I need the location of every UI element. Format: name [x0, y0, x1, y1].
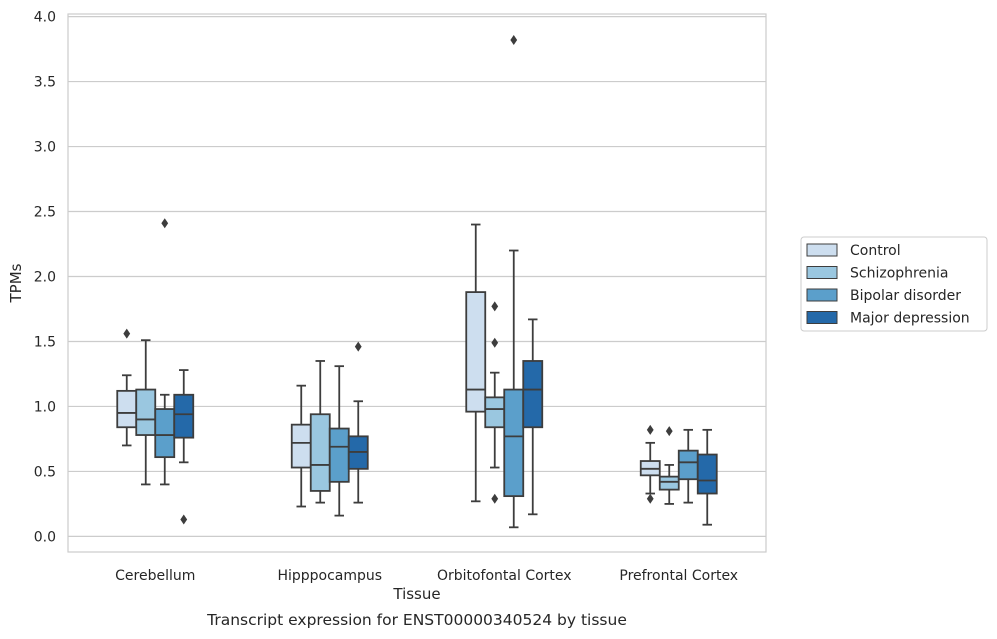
- y-tick-label: 3.0: [34, 140, 56, 156]
- legend-label: Major depression: [850, 311, 970, 327]
- legend-label: Schizophrenia: [850, 266, 948, 282]
- x-tick-label: Hipppocampus: [277, 568, 382, 584]
- outlier-point: [354, 341, 362, 352]
- outlier-point: [646, 424, 654, 435]
- box: [484, 396, 506, 429]
- y-tick-label: 1.5: [34, 334, 56, 350]
- boxes: [116, 34, 718, 529]
- box-group: [116, 328, 138, 447]
- legend-label: Control: [850, 243, 901, 259]
- outlier-point: [180, 514, 188, 525]
- gridlines: [68, 15, 766, 538]
- y-tick-label: 4.0: [34, 10, 56, 26]
- x-tick-label: Orbitofontal Cortex: [437, 568, 572, 584]
- y-tick-label: 0.5: [34, 464, 56, 480]
- legend-frame: [800, 236, 988, 332]
- box: [503, 388, 525, 498]
- box: [290, 423, 312, 469]
- x-tick-label: Prefrontal Cortex: [619, 568, 738, 584]
- legend-swatch: [806, 311, 838, 324]
- legend-swatch: [806, 243, 838, 257]
- chart-caption: Transcript expression for ENST0000034052…: [206, 611, 627, 629]
- box: [328, 427, 350, 483]
- y-axis-label: TPMs: [7, 263, 25, 303]
- box: [465, 291, 487, 413]
- x-axis-ticks: Cerebellum Hipppocampus Orbitofontal Corte…: [115, 568, 738, 584]
- outlier-point: [665, 426, 673, 437]
- box: [173, 393, 195, 439]
- x-axis-label: Tissue: [392, 585, 440, 603]
- outlier-point: [491, 337, 499, 348]
- box: [135, 388, 157, 436]
- box-group: [465, 223, 487, 503]
- legend-label: Bipolar disorder: [850, 288, 961, 304]
- y-tick-label: 3.5: [34, 75, 56, 91]
- outlier-point: [123, 328, 131, 339]
- legend-swatch: [806, 288, 838, 302]
- box: [658, 475, 680, 491]
- outlier-point: [491, 301, 499, 312]
- box-group: [522, 318, 544, 516]
- box-group: [658, 426, 680, 505]
- y-tick-label: 0.0: [34, 529, 56, 545]
- x-tick-label: Cerebellum: [115, 568, 195, 584]
- outlier-point: [510, 34, 518, 45]
- y-tick-label: 2.0: [34, 270, 56, 286]
- box: [522, 360, 544, 429]
- box-group: [347, 341, 369, 504]
- box: [696, 453, 718, 495]
- outlier-point: [646, 493, 654, 504]
- box-group: [696, 428, 718, 526]
- box-group: [135, 339, 157, 486]
- legend-swatch: [806, 266, 838, 279]
- y-tick-label: 2.5: [34, 205, 56, 221]
- outlier-point: [491, 493, 499, 504]
- box-group: [173, 369, 195, 525]
- box: [309, 413, 331, 492]
- box: [677, 449, 699, 481]
- box-group: [503, 34, 525, 529]
- box-group: [328, 365, 350, 517]
- legend: Control Schizophrenia Bipolar disorder Majo…: [800, 236, 988, 332]
- box: [116, 389, 138, 429]
- box-group: [639, 424, 661, 504]
- outlier-point: [161, 218, 169, 229]
- y-tick-label: 1.0: [34, 399, 56, 415]
- y-axis-ticks: 0.0 0.5 1.0 1.5 2.0 2.5 3.0 3.5 4.0: [34, 10, 56, 546]
- box: [154, 408, 176, 459]
- box-group: [290, 384, 312, 508]
